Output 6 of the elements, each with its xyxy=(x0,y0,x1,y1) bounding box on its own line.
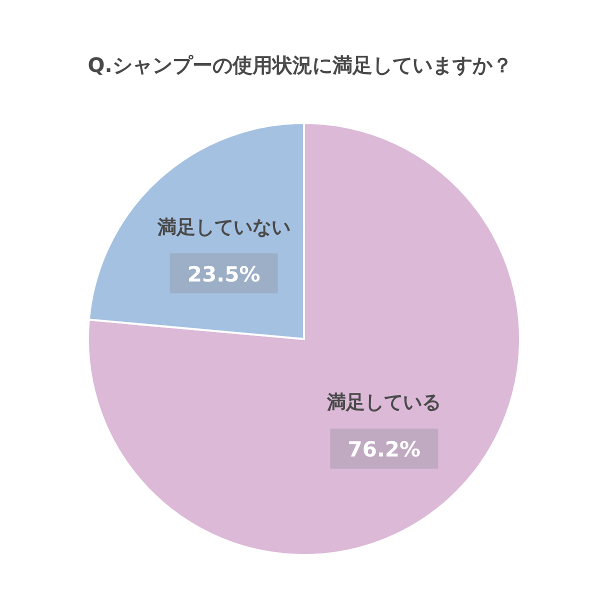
data-label: 76.2% xyxy=(348,438,421,462)
chart-title: Q.シャンプーの使用状況に満足していますか？ xyxy=(86,52,514,79)
slice-label: 満足していない xyxy=(156,216,290,238)
slice-label: 満足している xyxy=(326,392,442,414)
pie-slice xyxy=(87,122,521,556)
data-label: 23.5% xyxy=(187,262,260,286)
